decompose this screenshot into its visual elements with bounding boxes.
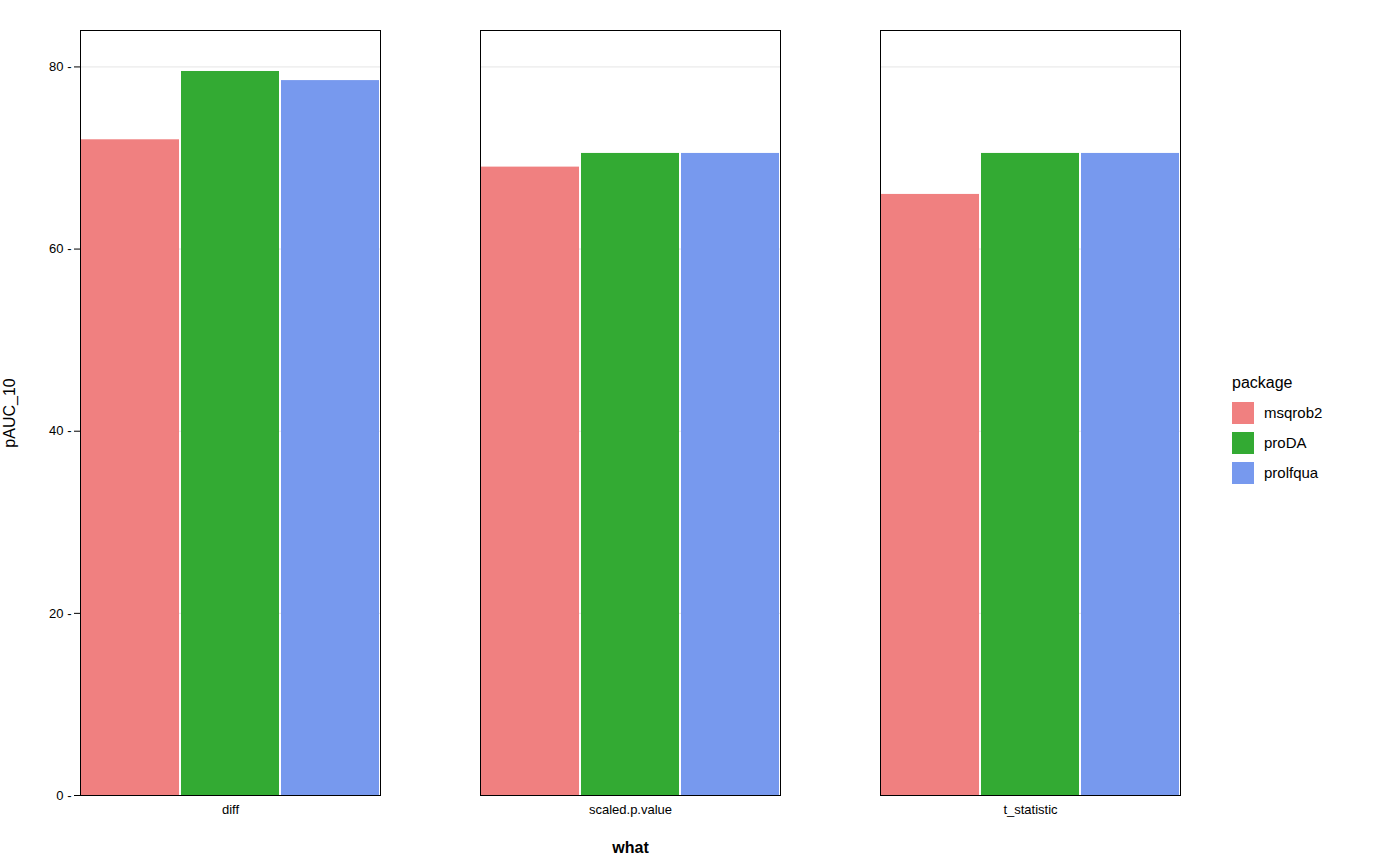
html-text:package: package bbox=[1232, 373, 1293, 391]
html-text:prolfqua: prolfqua bbox=[1264, 464, 1319, 481]
svg-text:scaled.p.value: scaled.p.value bbox=[589, 802, 672, 817]
svg-text:60 -: 60 - bbox=[49, 241, 71, 256]
html-text:msqrob2: msqrob2 bbox=[1264, 404, 1323, 421]
svg-text:t_statistic: t_statistic bbox=[1003, 802, 1058, 817]
svg-text:diff: diff bbox=[222, 802, 239, 817]
html-text:proDA: proDA bbox=[1264, 434, 1307, 451]
svg-text:40 -: 40 - bbox=[49, 423, 71, 438]
svg-text:20 -: 20 - bbox=[49, 606, 71, 621]
svg-text:80 -: 80 - bbox=[49, 59, 71, 74]
svg-text:0 -: 0 - bbox=[56, 788, 71, 803]
svg-text:what: what bbox=[611, 839, 649, 856]
svg-text:pAUC_10: pAUC_10 bbox=[1, 378, 19, 447]
